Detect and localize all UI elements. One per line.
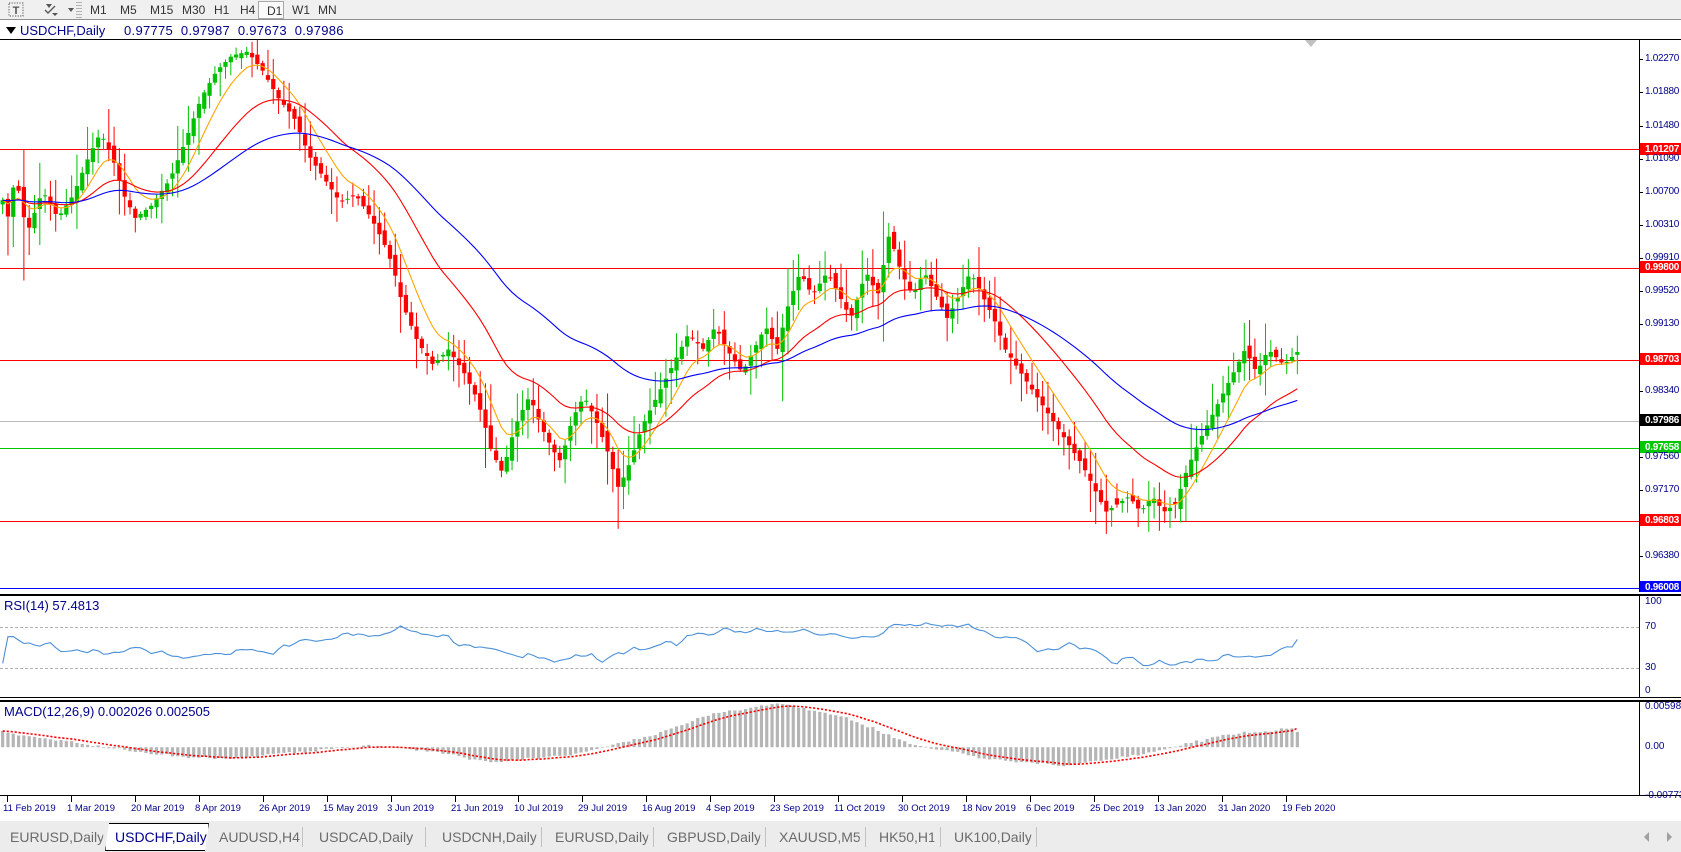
svg-text:T: T [13,5,20,17]
